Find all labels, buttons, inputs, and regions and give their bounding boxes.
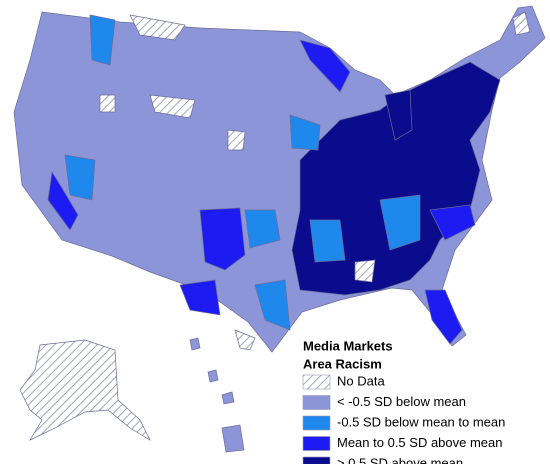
region	[64, 154, 96, 201]
legend-label: No Data	[337, 373, 385, 388]
mainland	[13, 5, 546, 353]
region	[221, 391, 235, 405]
legend-label: < -0.5 SD below mean	[337, 394, 466, 409]
legend-swatch	[302, 436, 331, 451]
region	[207, 369, 219, 383]
region	[429, 204, 476, 241]
region	[89, 14, 116, 66]
region	[227, 129, 246, 151]
region	[199, 207, 246, 271]
region	[99, 94, 116, 113]
legend: Media Markets Area Racism No Data < -0.5 …	[302, 338, 505, 464]
legend-label: Mean to 0.5 SD above mean	[337, 435, 503, 450]
region	[19, 339, 151, 441]
hawaii	[189, 337, 245, 453]
region	[179, 279, 221, 316]
legend-title: Area Racism	[303, 356, 382, 371]
region	[244, 209, 281, 249]
region	[384, 89, 413, 141]
region	[254, 279, 291, 331]
legend-title: Media Markets	[303, 338, 393, 353]
legend-swatch	[302, 415, 331, 431]
region	[221, 424, 245, 453]
region	[189, 337, 201, 351]
region	[289, 114, 321, 151]
region	[149, 94, 196, 119]
legend-swatch	[302, 456, 331, 464]
region	[512, 11, 531, 36]
region	[424, 289, 463, 345]
region	[129, 14, 186, 41]
region	[47, 171, 79, 231]
region	[299, 39, 351, 93]
legend-swatch	[302, 395, 331, 410]
region	[309, 219, 346, 263]
alaska	[19, 339, 151, 441]
legend-swatch	[302, 374, 331, 390]
legend-label: -0.5 SD below mean to mean	[337, 414, 505, 429]
region	[234, 329, 256, 351]
region	[379, 194, 421, 251]
region	[354, 259, 376, 283]
legend-label: > 0.5 SD above mean	[337, 455, 463, 464]
